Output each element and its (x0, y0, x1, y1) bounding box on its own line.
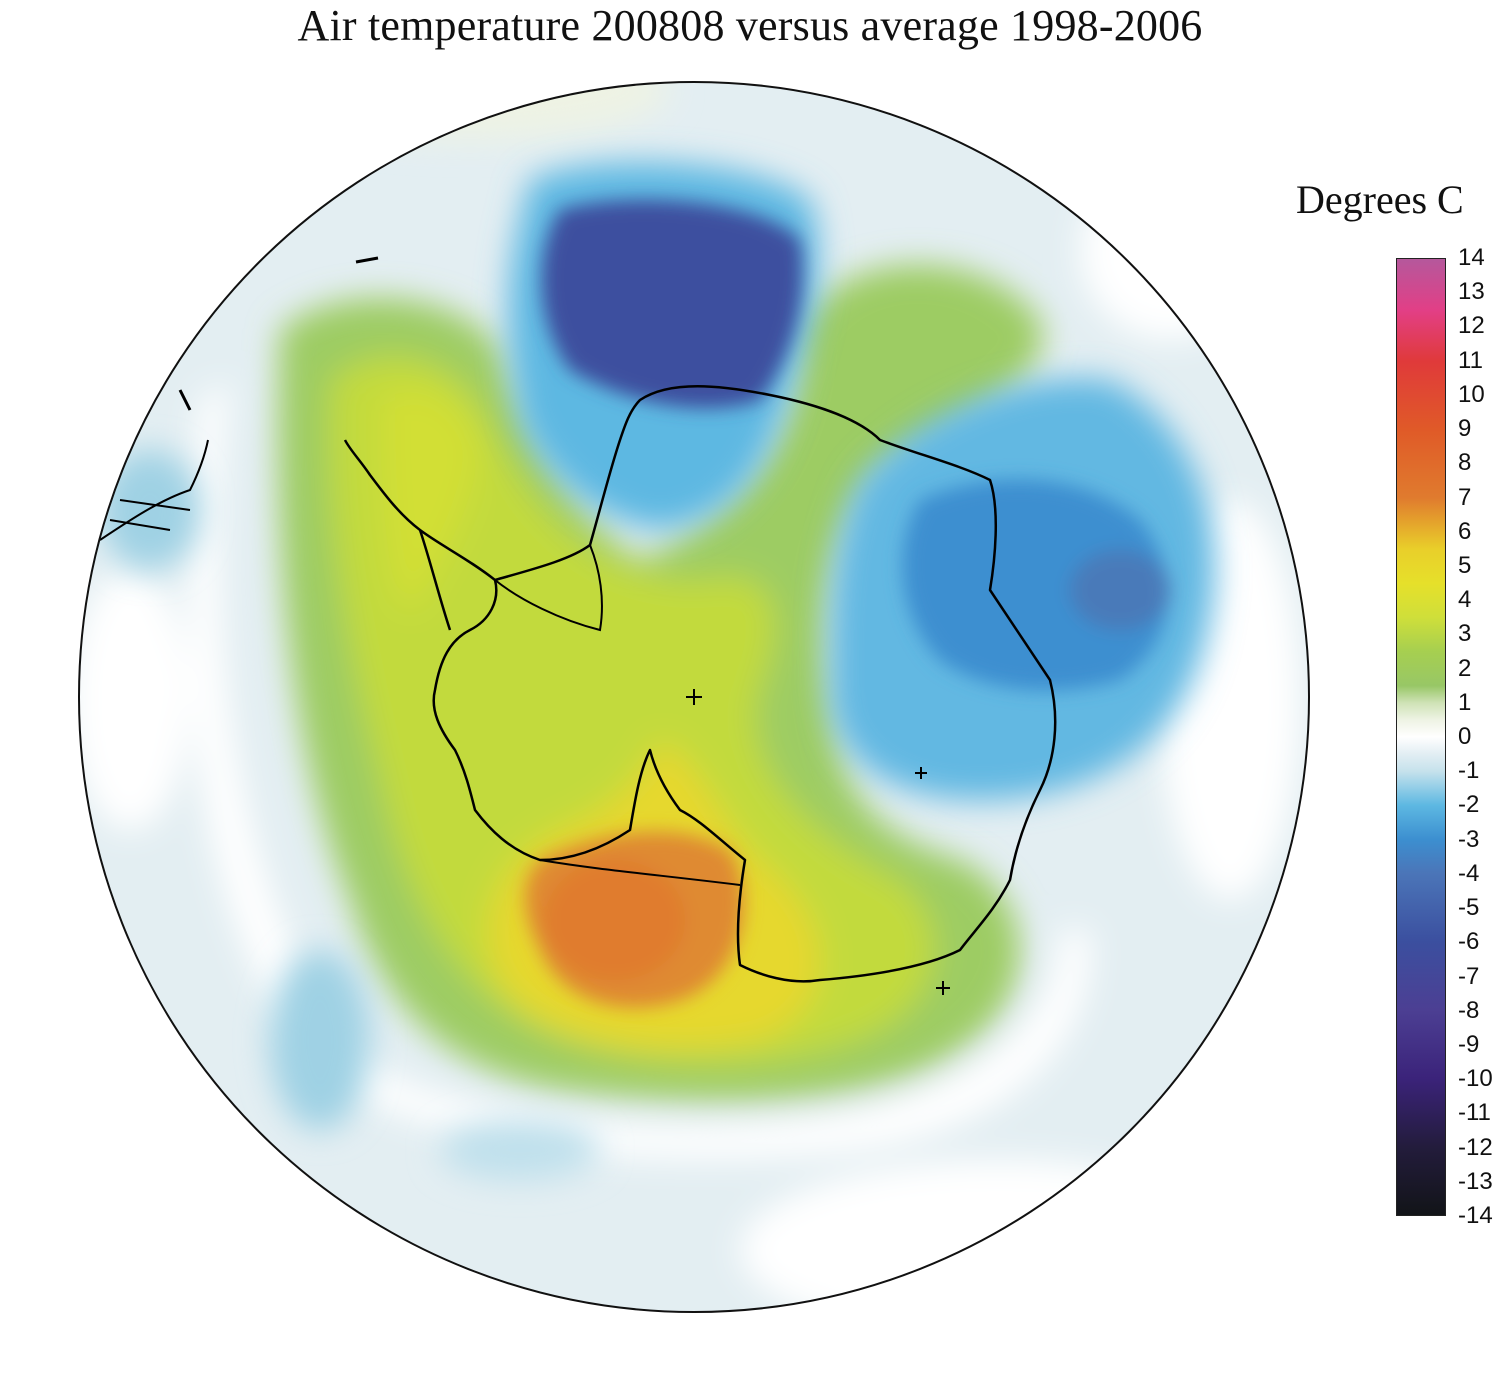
colorbar-tick-label: -6 (1458, 928, 1480, 956)
colorbar-tick-label: -10 (1458, 1065, 1493, 1093)
colorbar-tick-label: 11 (1458, 346, 1483, 374)
colorbar-tick-label: 5 (1458, 551, 1472, 579)
colorbar-tick-label: -3 (1458, 825, 1480, 853)
weddell-ice-shelf (494, 544, 603, 632)
colorbar-tick-label: 13 (1458, 278, 1485, 306)
colorbar-tick-label: -7 (1458, 962, 1480, 990)
colorbar-tick-label: -8 (1458, 996, 1480, 1024)
map-title: Air temperature 200808 versus average 19… (297, 1, 1203, 50)
colorbar-tick-label: 10 (1458, 380, 1485, 408)
pole-marker (686, 689, 702, 705)
antarctica-coastline (432, 385, 1057, 983)
colorbar (1396, 258, 1446, 1216)
colorbar-tick-label: 4 (1458, 586, 1472, 614)
colorbar-tick-label: -11 (1458, 1099, 1491, 1127)
colorbar-tick-label: -13 (1458, 1167, 1493, 1195)
antarctic-peninsula (343, 439, 496, 631)
colorbar-tick-label: 8 (1458, 449, 1472, 477)
colorbar-tick-label: -9 (1458, 1030, 1480, 1058)
colorbar-tick-label: 3 (1458, 620, 1472, 648)
colorbar-tick-label: 14 (1458, 244, 1485, 271)
island-fragment (355, 256, 379, 264)
station-marker (915, 767, 927, 779)
island-fragment-2 (178, 389, 192, 411)
map-disc-outline (78, 81, 1310, 1313)
colorbar-tick-label: -1 (1458, 757, 1480, 785)
ross-ice-shelf (539, 859, 741, 886)
colorbar-tick-label: 9 (1458, 415, 1472, 443)
colorbar-tick-label: -5 (1458, 894, 1480, 922)
colorbar-tick-label: 6 (1458, 517, 1472, 545)
colorbar-tick-label: 2 (1458, 654, 1472, 682)
colorbar-tick-label: -4 (1458, 859, 1480, 887)
colorbar-tick-label: -14 (1458, 1202, 1493, 1229)
colorbar-tick-label: 0 (1458, 723, 1472, 750)
colorbar-tick-label: -2 (1458, 791, 1480, 819)
colorbar-tick-label: 7 (1458, 483, 1472, 511)
legend-title: Degrees C (1296, 177, 1464, 222)
south-america-tip (99, 439, 209, 541)
colorbar-tick-label: 12 (1458, 312, 1485, 340)
colorbar-tick-label: 1 (1458, 688, 1472, 716)
colorbar-tick-label: -12 (1458, 1133, 1493, 1161)
station-marker-2 (936, 981, 950, 995)
